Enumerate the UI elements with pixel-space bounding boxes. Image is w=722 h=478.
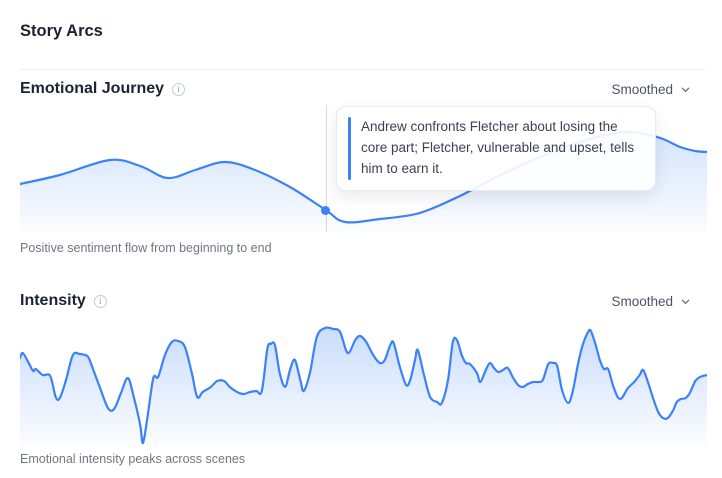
page-title: Story Arcs — [20, 22, 103, 40]
chevron-down-icon — [681, 87, 690, 92]
emotional-journey-title-group: Emotional Journey i — [20, 80, 186, 98]
info-icon[interactable]: i — [172, 82, 186, 96]
intensity-title-group: Intensity i — [20, 292, 107, 310]
intensity-title: Intensity — [20, 292, 86, 309]
info-icon[interactable]: i — [93, 294, 107, 308]
chevron-down-icon — [681, 299, 690, 304]
emotional-journey-header: Emotional Journey i Smoothed — [20, 80, 707, 98]
smoothing-dropdown[interactable]: Smoothed — [611, 82, 691, 97]
tooltip-crosshair-line — [326, 105, 327, 232]
intensity-chart-canvas[interactable] — [18, 325, 709, 445]
tooltip-accent-bar — [348, 117, 351, 180]
tooltip-text: Andrew confronts Fletcher about losing t… — [361, 119, 635, 176]
smoothing-dropdown[interactable]: Smoothed — [611, 294, 691, 309]
emotional-journey-caption: Positive sentiment flow from beginning t… — [20, 241, 272, 255]
intensity-header: Intensity i Smoothed — [20, 292, 707, 310]
active-point-marker — [321, 206, 330, 215]
intensity-caption: Emotional intensity peaks across scenes — [20, 452, 246, 466]
smoothing-dropdown-label: Smoothed — [611, 293, 673, 309]
emotional-journey-title: Emotional Journey — [20, 80, 165, 97]
header-divider — [20, 69, 706, 70]
scene-tooltip: Andrew confronts Fletcher about losing t… — [336, 106, 656, 191]
smoothing-dropdown-label: Smoothed — [611, 81, 673, 97]
emotional-journey-chart-area[interactable]: Andrew confronts Fletcher about losing t… — [18, 105, 709, 232]
intensity-chart-area[interactable] — [18, 325, 709, 445]
